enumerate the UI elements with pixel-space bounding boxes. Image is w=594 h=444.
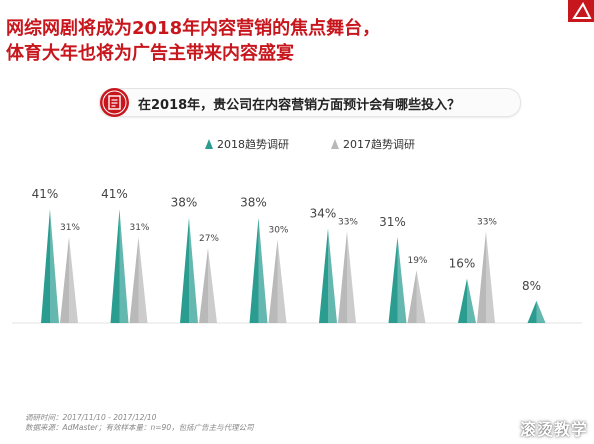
spike-face-left [268, 239, 278, 323]
data-label-2018-3: 38% [171, 195, 198, 209]
spike-face-right [189, 217, 198, 323]
spike-face-right [397, 236, 407, 323]
spike-face-right [536, 300, 546, 323]
legend-label-2018: 2018趋势调研 [217, 138, 289, 151]
legend-item-2018: 2018趋势调研 [205, 136, 289, 152]
logo-icon [568, 0, 594, 22]
question-box: 在2018年，贵公司在内容营销方面预计会有哪些投入？ [99, 88, 521, 117]
spike-face-left [180, 217, 189, 323]
data-label-2018-8: 8% [522, 279, 541, 293]
spike-2018-2 [110, 209, 129, 323]
spike-2018-7 [458, 278, 476, 323]
spike-face-right [467, 278, 476, 323]
data-label-2018-4: 38% [240, 195, 267, 209]
data-label-2018-6: 31% [379, 215, 406, 229]
spike-face-left [319, 228, 328, 323]
document-icon [100, 88, 129, 117]
spike-2017-4 [268, 239, 287, 323]
spike-face-right [50, 209, 59, 323]
data-label-2017-5: 33% [338, 217, 358, 227]
spike-face-right [138, 236, 148, 323]
spike-face-left [199, 248, 208, 323]
spike-face-left [527, 300, 537, 323]
data-label-2017-1: 31% [60, 223, 80, 233]
spike-face-right [347, 231, 356, 323]
watermark: 滚烫教学 [519, 420, 588, 439]
spike-2018-5 [319, 228, 337, 323]
spike-face-left [458, 278, 467, 323]
spike-2017-1 [60, 236, 78, 323]
spike-face-right [486, 231, 495, 323]
spike-face-right [69, 236, 78, 323]
spike-2018-4 [249, 217, 268, 323]
spike-2018-8 [527, 300, 546, 323]
data-label-2017-6: 19% [407, 256, 427, 266]
page-title: 网综网剧将成为2018年内容营销的焦点舞台， 体育大年也将为广告主带来内容盛宴 [6, 16, 546, 66]
spike-face-left [477, 231, 486, 323]
spike-2017-2 [129, 236, 148, 323]
legend-marker-2018 [205, 139, 213, 149]
footnote: 调研时间：2017/11/10 - 2017/12/10 数据来源：AdMast… [25, 413, 254, 433]
spike-face-right [119, 209, 129, 323]
spike-2018-3 [180, 217, 198, 323]
spike-2017-7 [477, 231, 495, 323]
title-line-2: 体育大年也将为广告主带来内容盛宴 [6, 43, 294, 64]
data-label-2018-1: 41% [32, 187, 59, 201]
spike-face-left [41, 209, 50, 323]
data-label-2017-4: 30% [268, 226, 288, 236]
spike-face-right [277, 239, 287, 323]
legend-label-2017: 2017趋势调研 [343, 138, 415, 151]
data-label-2018-2: 41% [101, 187, 128, 201]
spike-face-left [338, 231, 347, 323]
data-label-2017-7: 33% [477, 217, 497, 227]
data-label-2017-3: 27% [199, 234, 219, 244]
legend-item-2017: 2017趋势调研 [331, 136, 415, 152]
spike-face-left [388, 236, 398, 323]
spike-2017-3 [199, 248, 217, 323]
spike-2017-5 [338, 231, 356, 323]
spike-face-right [258, 217, 268, 323]
spike-face-right [328, 228, 337, 323]
spike-face-right [208, 248, 217, 323]
question-text: 在2018年，贵公司在内容营销方面预计会有哪些投入？ [138, 98, 461, 113]
data-label-2017-2: 31% [129, 223, 149, 233]
footnote-survey-date: 调研时间：2017/11/10 - 2017/12/10 [25, 413, 157, 422]
title-line-1: 网综网剧将成为2018年内容营销的焦点舞台， [6, 18, 381, 39]
spike-2018-6 [388, 236, 407, 323]
spike-face-left [407, 270, 417, 323]
spike-2018-1 [41, 209, 59, 323]
spike-face-left [129, 236, 139, 323]
spike-face-left [60, 236, 69, 323]
data-label-2018-5: 34% [310, 207, 337, 221]
spike-face-left [249, 217, 259, 323]
spike-face-left [110, 209, 120, 323]
footnote-data-source: 数据来源：AdMaster；有效样本量：n=90，包括广告主与代理公司 [25, 423, 254, 432]
spike-face-right [416, 270, 426, 323]
spike-2017-6 [407, 270, 426, 323]
data-label-2018-7: 16% [449, 257, 476, 271]
legend-marker-2017 [331, 139, 339, 149]
